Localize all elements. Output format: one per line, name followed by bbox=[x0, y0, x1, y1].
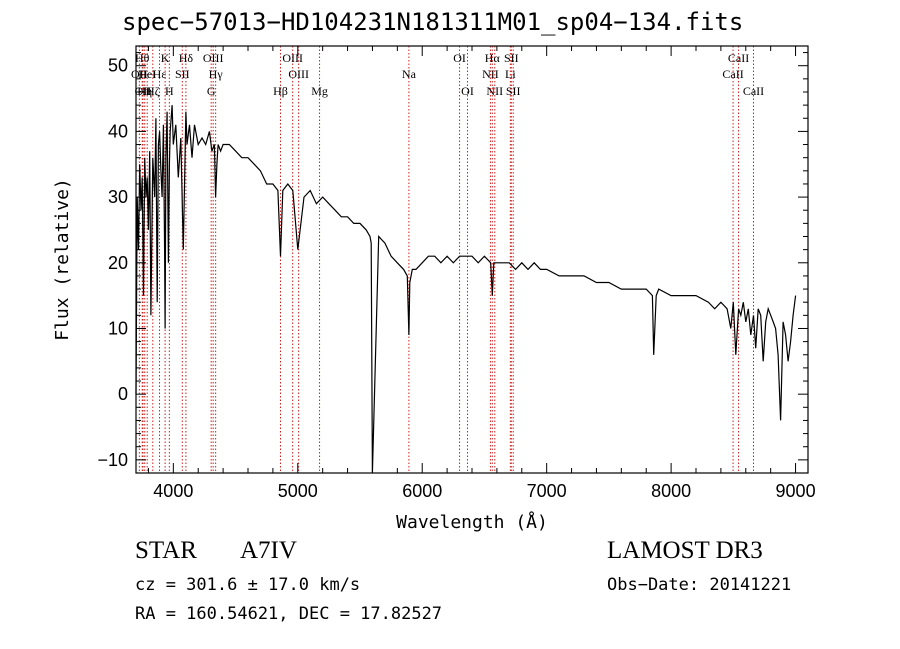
line-label: OIII bbox=[288, 67, 309, 81]
spectral-class: A7IV bbox=[240, 537, 297, 564]
line-label: K bbox=[161, 51, 170, 65]
line-label: OIII bbox=[203, 51, 224, 65]
plot-frame bbox=[135, 45, 809, 474]
x-tick-label: 5000 bbox=[278, 481, 318, 501]
y-tick-label: 40 bbox=[108, 121, 128, 141]
axis-ticks: 4000 5000 6000 7000 8000 9000 −10 0 10 20 30 40 50 bbox=[97, 46, 816, 501]
line-label: Hγ bbox=[209, 67, 224, 81]
redshift-value: cz = 301.6 ± 17.0 km/s bbox=[135, 575, 361, 595]
line-label: OI bbox=[461, 84, 474, 98]
y-tick-label: −10 bbox=[97, 450, 128, 470]
x-tick-label: 9000 bbox=[776, 481, 816, 501]
line-label: OII bbox=[131, 67, 148, 81]
line-label: NII bbox=[486, 84, 503, 98]
line-label: HeI bbox=[138, 67, 156, 81]
line-label: OIII bbox=[282, 51, 303, 65]
line-label: Li bbox=[505, 67, 516, 81]
line-label: CaII bbox=[722, 67, 743, 81]
line-label: Hβ bbox=[273, 84, 288, 98]
chart-title: spec−57013−HD104231N181311M01_sp04−134.f… bbox=[122, 8, 744, 36]
spectrum-line bbox=[135, 105, 797, 474]
observation-date: Obs−Date: 20141221 bbox=[607, 575, 792, 595]
line-label: SII bbox=[506, 84, 521, 98]
y-tick-label: 20 bbox=[108, 253, 128, 273]
y-tick-label: 50 bbox=[108, 56, 128, 76]
line-label: NII bbox=[482, 67, 499, 81]
x-tick-label: 7000 bbox=[527, 481, 567, 501]
survey-name: LAMOST DR3 bbox=[607, 537, 763, 564]
y-axis-label: Flux (relative) bbox=[52, 178, 73, 341]
line-label: Na bbox=[402, 67, 417, 81]
line-label: Hδ bbox=[179, 51, 194, 65]
line-label: Mg bbox=[311, 84, 328, 98]
line-label: OI bbox=[453, 51, 466, 65]
line-label: Hα bbox=[485, 51, 501, 65]
x-tick-label: 6000 bbox=[402, 481, 442, 501]
object-type: STAR bbox=[135, 537, 197, 564]
line-label: Hθ bbox=[135, 51, 150, 65]
y-tick-label: 0 bbox=[118, 384, 128, 404]
line-label: CaII bbox=[743, 84, 764, 98]
line-label: Hζ bbox=[146, 84, 160, 98]
line-label: OII bbox=[135, 84, 152, 98]
line-marker-layer bbox=[138, 46, 754, 473]
line-label: G bbox=[207, 84, 216, 98]
x-tick-label: 4000 bbox=[153, 481, 193, 501]
line-label-layer: OIIHθOIIHηHeIHζHεKHSIIHδGOIIIHγHβOIIIOII… bbox=[131, 51, 764, 98]
x-axis-label: Wavelength (Å) bbox=[396, 511, 548, 533]
line-label: H bbox=[165, 84, 174, 98]
line-label: Hε bbox=[153, 67, 167, 81]
line-label: Hη bbox=[137, 84, 152, 98]
y-tick-label: 10 bbox=[108, 318, 128, 338]
x-tick-label: 8000 bbox=[651, 481, 691, 501]
line-label: SII bbox=[175, 67, 190, 81]
line-label: CaII bbox=[728, 51, 749, 65]
y-tick-label: 30 bbox=[108, 187, 128, 207]
line-label: SII bbox=[504, 51, 519, 65]
coordinates: RA = 160.54621, DEC = 17.82527 bbox=[135, 604, 443, 624]
